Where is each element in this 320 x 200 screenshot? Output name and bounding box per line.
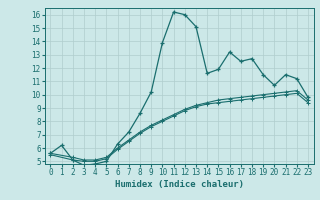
X-axis label: Humidex (Indice chaleur): Humidex (Indice chaleur) xyxy=(115,180,244,189)
